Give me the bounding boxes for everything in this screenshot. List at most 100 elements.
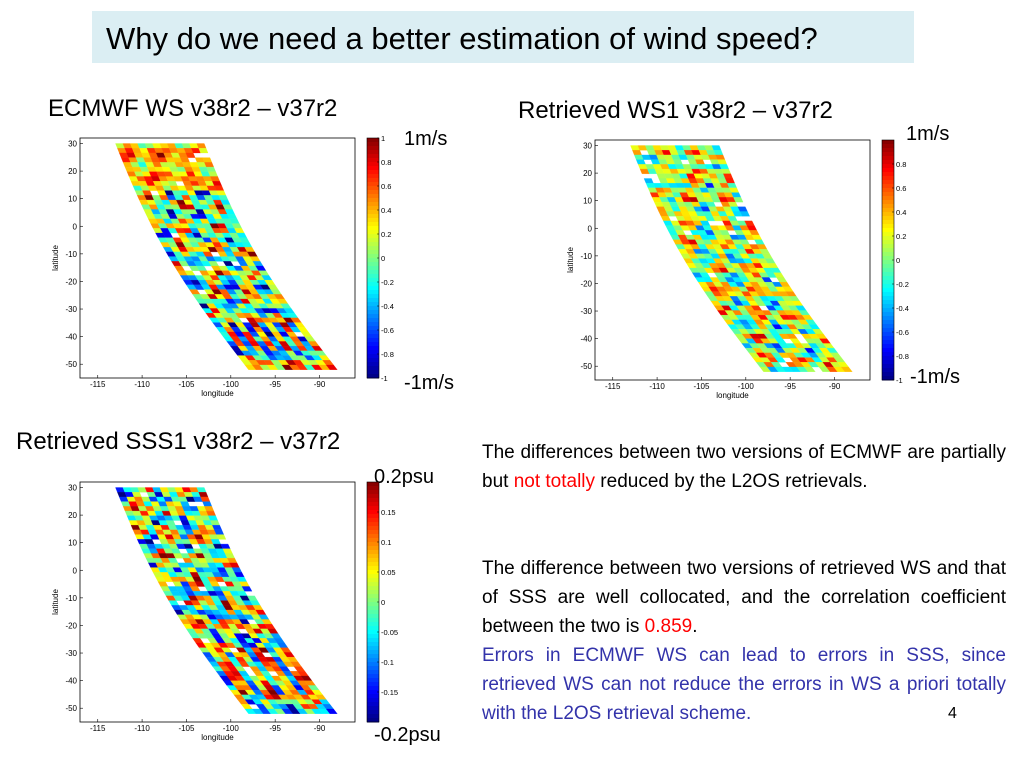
colorbar-segment [367, 678, 379, 683]
colorbar-segment [882, 344, 894, 349]
colorbar-segment [882, 148, 894, 153]
colorbar-segment [367, 254, 379, 259]
x-tick-label: -100 [223, 380, 240, 389]
y-tick-label: 0 [588, 224, 593, 233]
colorbar-segment [367, 526, 379, 531]
colorbar-segment [882, 172, 894, 177]
colorbar-tick-label: -0.15 [381, 688, 398, 697]
y-axis-label: latitude [51, 245, 60, 271]
colorbar-segment [882, 192, 894, 197]
colorbar-tick-label: -0.1 [381, 658, 394, 667]
colorbar-segment [882, 204, 894, 209]
colorbar-segment [367, 214, 379, 219]
y-tick-label: -10 [65, 594, 77, 603]
colorbar-segment [367, 710, 379, 715]
colorbar-segment [882, 256, 894, 261]
colorbar-segment [367, 690, 379, 695]
colorbar-segment [367, 546, 379, 551]
colorbar-segment [367, 314, 379, 319]
colorbar-segment [367, 362, 379, 367]
colorbar-segment [367, 510, 379, 515]
colorbar-segment [367, 266, 379, 271]
y-tick-label: -50 [580, 362, 592, 371]
colorbar-segment [882, 248, 894, 253]
y-tick-label: -30 [580, 307, 592, 316]
colorbar-segment [882, 176, 894, 181]
colorbar-segment [367, 282, 379, 287]
colorbar-segment [367, 258, 379, 263]
y-tick-label: -40 [65, 333, 77, 342]
colorbar-segment [367, 222, 379, 227]
colorbar-segment [367, 298, 379, 303]
x-tick-label: -110 [134, 380, 150, 389]
y-tick-label: 30 [583, 142, 592, 151]
colorbar-segment [367, 566, 379, 571]
colorbar-segment [367, 286, 379, 291]
ecmwf-colorbar-min-label: -1m/s [404, 372, 454, 394]
ecmwf-chart: -115 -110 -105 -100 -95 -90 30 20 10 0 -10 -20 -30 -4… [40, 128, 400, 403]
colorbar-segment [882, 252, 894, 257]
heatmap-cell [325, 364, 338, 370]
paragraph-1-text-b: reduced by the L2OS retrievals. [595, 471, 868, 492]
colorbar-segment [367, 366, 379, 371]
colorbar-segment [367, 146, 379, 151]
colorbar-segment [367, 238, 379, 243]
colorbar-segment [882, 216, 894, 221]
heatmap-cell [739, 211, 750, 217]
colorbar-segment [882, 236, 894, 241]
colorbar-segment [882, 184, 894, 189]
colorbar-segment [367, 490, 379, 495]
colorbar-segment [367, 614, 379, 619]
colorbar-tick-label: -0.2 [896, 280, 909, 289]
paragraph-1-text-a: The differences between two versions of … [482, 442, 1006, 492]
colorbar-segment [367, 350, 379, 355]
colorbar-segment [367, 682, 379, 687]
colorbar-segment [367, 182, 379, 187]
colorbar-segment [367, 718, 379, 723]
colorbar: 0.15 0.1 0.05 0 -0.05 -0.1 -0.15 [366, 481, 398, 723]
colorbar-segment [367, 290, 379, 295]
colorbar-segment [367, 686, 379, 691]
colorbar-segment [882, 220, 894, 225]
page-number: 4 [948, 705, 957, 722]
colorbar-segment [882, 312, 894, 317]
x-tick-label: -110 [649, 382, 665, 391]
colorbar-tick-label: 0.8 [381, 158, 391, 167]
colorbar-segment [367, 322, 379, 327]
colorbar-tick-label: 0.1 [381, 538, 391, 547]
colorbar-segment [882, 232, 894, 237]
colorbar-segment [367, 306, 379, 311]
colorbar-tick-label: 0.6 [896, 184, 906, 193]
colorbar-segment [367, 374, 379, 379]
colorbar-tick-label: 0 [381, 254, 385, 263]
x-tick-label: -105 [178, 724, 195, 733]
colorbar-tick-label: 1 [381, 134, 385, 143]
colorbar-segment [367, 574, 379, 579]
colorbar-segment [367, 274, 379, 279]
y-tick-label: -20 [65, 277, 77, 286]
colorbar-segment [367, 642, 379, 647]
colorbar-segment [367, 674, 379, 679]
paragraph-2: The difference between two versions of r… [482, 554, 1006, 641]
colorbar-segment [367, 246, 379, 251]
colorbar-segment [882, 372, 894, 377]
x-tick-label: -90 [314, 724, 326, 733]
colorbar-tick-label: 0.4 [896, 208, 906, 217]
colorbar-segment [882, 276, 894, 281]
sss1-chart-svg: -115 -110 -105 -100 -95 -90 30 20 10 0 -10 -20 -30 -4… [51, 481, 398, 742]
colorbar-tick-label: -0.4 [896, 304, 909, 313]
heatmap-cell [198, 148, 209, 154]
colorbar-segment [367, 338, 379, 343]
colorbar-segment [367, 226, 379, 231]
colorbar-segment [882, 348, 894, 353]
colorbar-segment [367, 302, 379, 307]
colorbar-segment [882, 144, 894, 149]
y-tick-label: 10 [583, 197, 592, 206]
paragraph-1: The differences between two versions of … [482, 438, 1006, 496]
colorbar-segment [882, 324, 894, 329]
colorbar-segment [882, 368, 894, 373]
colorbar-segment [882, 288, 894, 293]
colorbar-segment [367, 538, 379, 543]
colorbar-segment [882, 356, 894, 361]
heatmap-cell [803, 366, 816, 372]
